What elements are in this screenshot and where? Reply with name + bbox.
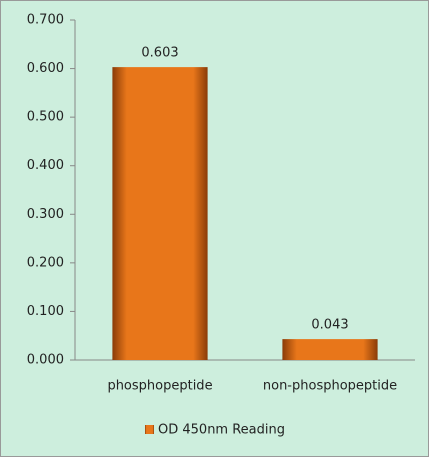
bar: [282, 339, 378, 360]
y-tick-label: 0.100: [27, 304, 64, 319]
legend-label: OD 450nm Reading: [158, 423, 285, 438]
data-label: 0.603: [141, 46, 178, 61]
y-tick-label: 0.300: [27, 207, 64, 222]
bar: [112, 67, 208, 360]
x-tick-label: phosphopeptide: [107, 379, 212, 394]
y-tick-label: 0.700: [27, 13, 64, 28]
y-tick-label: 0.400: [27, 158, 64, 173]
data-label: 0.043: [311, 318, 348, 333]
y-tick-label: 0.000: [27, 353, 64, 368]
x-tick-label: non-phosphopeptide: [263, 379, 397, 394]
legend-swatch: [145, 425, 154, 434]
y-tick-label: 0.200: [27, 255, 64, 270]
y-tick-label: 0.600: [27, 61, 64, 76]
y-tick-label: 0.500: [27, 110, 64, 125]
